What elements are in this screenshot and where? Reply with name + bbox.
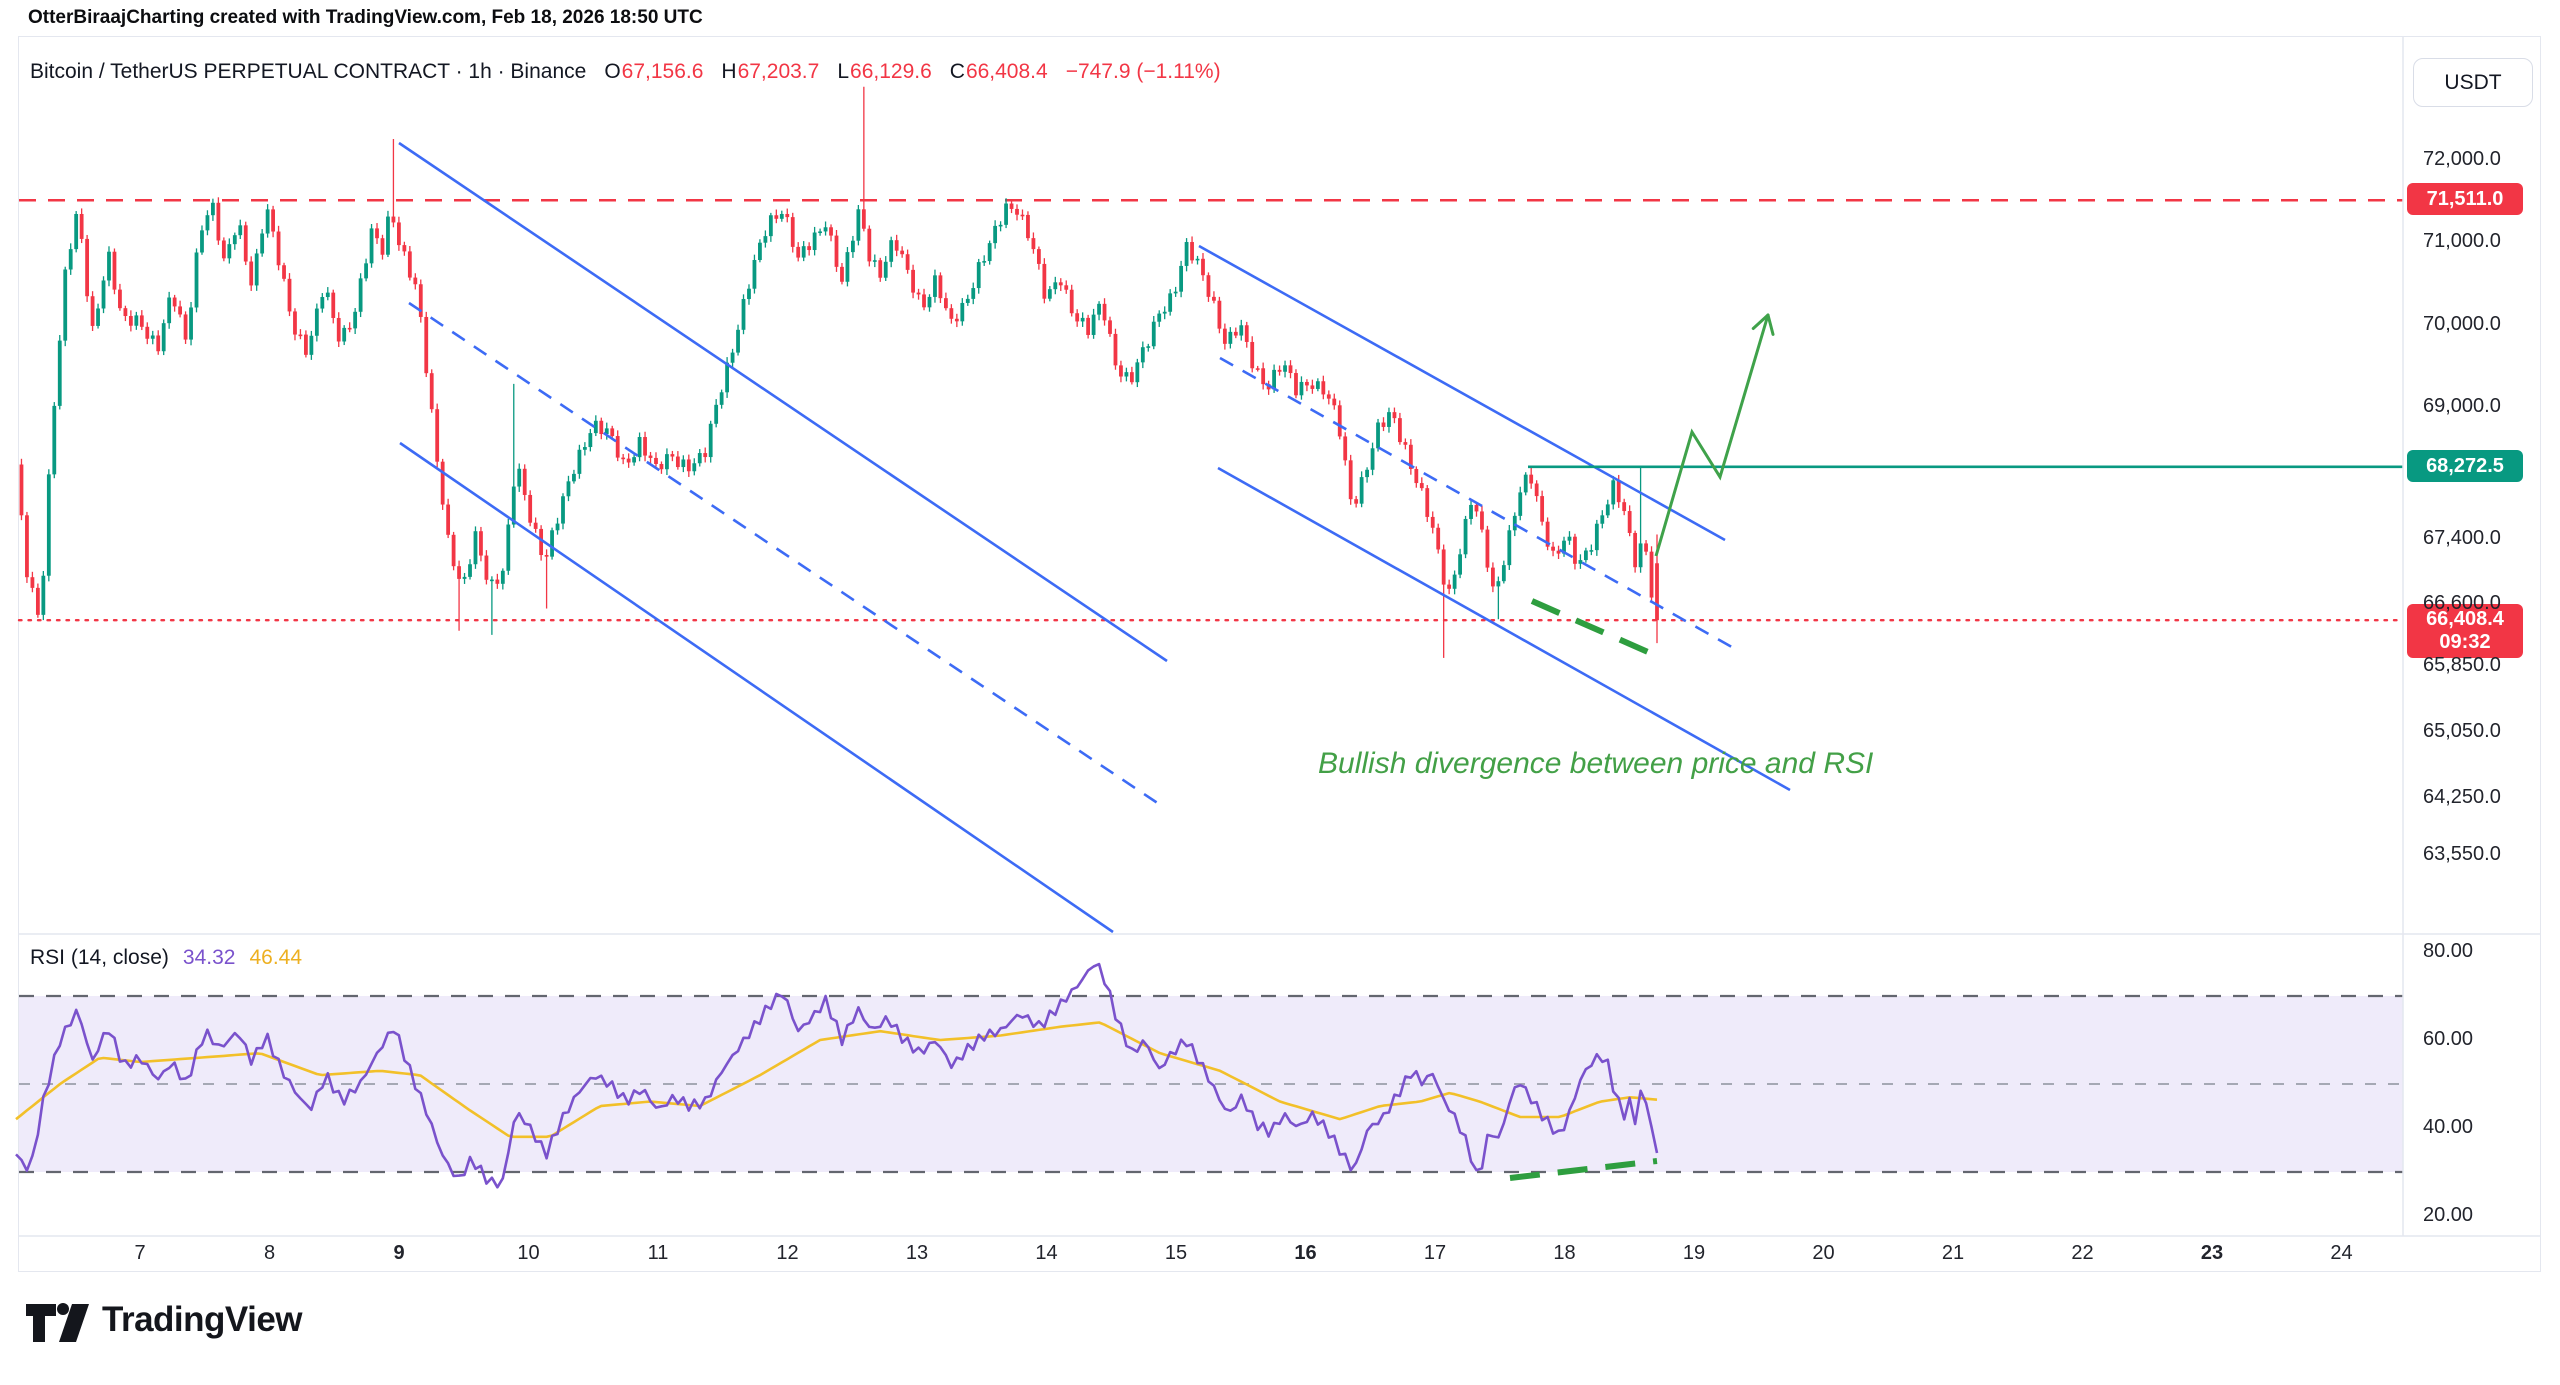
ohlc-low-value: 66,129.6 xyxy=(850,60,932,83)
time-tick-label: 18 xyxy=(1553,1242,1576,1264)
time-tick-label: 23 xyxy=(2200,1242,2224,1264)
time-tick-label: 7 xyxy=(134,1242,146,1264)
price-tick-label: 64,250.0 xyxy=(2423,785,2501,808)
time-tick-label: 13 xyxy=(905,1242,929,1264)
rsi-ma-current-value: 46.44 xyxy=(249,946,303,969)
ohlc-high-key: H xyxy=(721,60,737,83)
price-tick-label: 67,400.0 xyxy=(2423,526,2501,549)
ohlc-low-key: L xyxy=(837,60,850,83)
time-tick-label: 19 xyxy=(1682,1242,1706,1264)
time-tick-label: 22 xyxy=(2071,1242,2094,1264)
rsi-legend-title: RSI (14, close) xyxy=(30,946,169,969)
price-tick-label: 66,600.0 xyxy=(2423,592,2501,615)
ohlc-open-value: 67,156.6 xyxy=(621,60,704,83)
price-tick-label: 71,000.0 xyxy=(2423,230,2501,253)
credit-line: OtterBiraajCharting created with Trading… xyxy=(28,7,703,28)
rsi-tick-label: 80.00 xyxy=(2423,940,2474,962)
ohlc-low: L 66,129.6 xyxy=(837,60,931,84)
time-tick-label: 15 xyxy=(1164,1242,1188,1264)
price-tick-label: 63,550.0 xyxy=(2423,843,2501,866)
price-badge-resistance: 71,511.0 xyxy=(2407,183,2523,216)
symbol-title: Bitcoin / TetherUS PERPETUAL CONTRACT · … xyxy=(30,60,587,83)
bar-countdown: 09:32 xyxy=(2439,631,2491,654)
ohlc-high-value: 67,203.7 xyxy=(737,60,820,83)
time-tick-label: 8 xyxy=(263,1242,276,1264)
price-badge-last: 66,408.4 09:32 xyxy=(2407,604,2523,659)
rsi-current-value: 34.32 xyxy=(182,946,236,969)
rsi-tick-label: 20.00 xyxy=(2423,1204,2474,1226)
time-tick-label: 16 xyxy=(1294,1242,1317,1264)
time-tick-label: 14 xyxy=(1035,1242,1058,1264)
divergence-annotation-text: Bullish divergence between price and RSI xyxy=(1318,747,1874,780)
ohlc-close-value: 66,408.4 xyxy=(965,60,1048,83)
ohlc-open-key: O xyxy=(604,60,621,83)
time-tick-label: 10 xyxy=(517,1242,540,1264)
time-tick-label: 21 xyxy=(1941,1242,1965,1264)
ohlc-close: C 66,408.4 xyxy=(950,60,1048,84)
price-tick-label: 72,000.0 xyxy=(2423,148,2501,170)
ohlc-close-key: C xyxy=(949,60,965,83)
price-tick-label: 65,050.0 xyxy=(2423,719,2501,742)
price-tick-label: 65,850.0 xyxy=(2423,654,2501,677)
tradingview-logo[interactable]: TradingView xyxy=(26,1294,303,1346)
time-tick-label: 11 xyxy=(647,1242,669,1264)
currency-toggle-button[interactable]: USDT xyxy=(2413,58,2533,107)
last-price-value: 66,408.4 xyxy=(2426,608,2504,631)
time-tick-label: 17 xyxy=(1423,1242,1447,1264)
price-tick-label: 70,000.0 xyxy=(2423,312,2501,335)
symbol-legend[interactable]: Bitcoin / TetherUS PERPETUAL CONTRACT · … xyxy=(30,60,1221,84)
time-tick-label: 20 xyxy=(1812,1242,1835,1264)
rsi-tick-label: 40.00 xyxy=(2423,1116,2474,1138)
tradingview-logo-icon xyxy=(26,1303,89,1342)
rsi-tick-label: 60.00 xyxy=(2423,1028,2474,1050)
time-tick-label: 12 xyxy=(776,1242,799,1264)
ohlc-open: O 67,156.6 xyxy=(604,60,703,84)
price-badge-target: 68,272.5 xyxy=(2407,449,2523,482)
change-value: −747.9 (−1.11%) xyxy=(1065,60,1221,83)
time-tick-label: 24 xyxy=(2330,1242,2353,1264)
ohlc-high: H 67,203.7 xyxy=(721,60,819,84)
rsi-legend[interactable]: RSI (14, close) 34.32 46.44 xyxy=(30,946,302,970)
price-tick-label: 69,000.0 xyxy=(2423,394,2501,417)
tradingview-logo-text: TradingView xyxy=(102,1300,303,1339)
time-tick-label: 9 xyxy=(393,1242,405,1264)
